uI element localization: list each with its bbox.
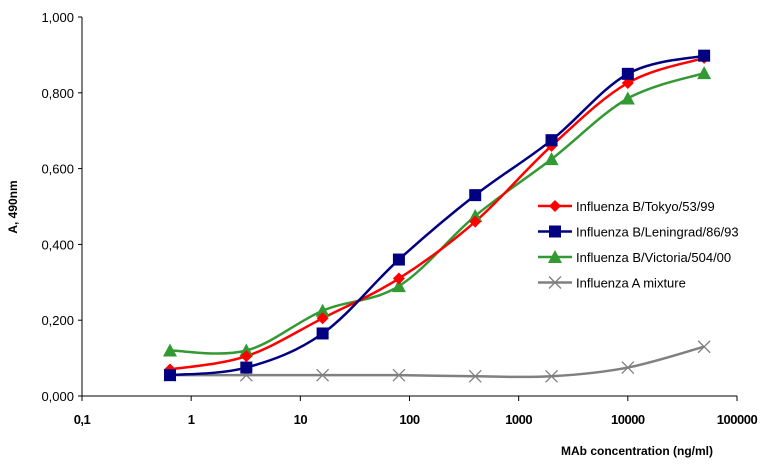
legend-label: Influenza B/Tokyo/53/99 <box>576 199 715 214</box>
data-point-triangle <box>163 343 178 357</box>
data-point-diamond <box>316 312 329 325</box>
legend-item: Influenza B/Tokyo/53/99 <box>538 199 715 214</box>
series-line-diamond <box>169 56 705 371</box>
data-point-diamond <box>469 215 482 228</box>
data-point-x <box>697 340 711 354</box>
data-point-diamond <box>240 350 253 363</box>
data-point-x <box>316 368 330 382</box>
data-point-square <box>164 369 177 382</box>
data-point-square <box>545 134 558 147</box>
legend-marker-x <box>548 276 562 289</box>
legend-item: Influenza B/Leningrad/86/93 <box>538 225 739 240</box>
data-point-triangle <box>315 303 330 317</box>
y-tick-label: 0,600 <box>41 162 74 177</box>
y-tick-label: 1,000 <box>41 10 74 25</box>
data-point-triangle <box>620 91 635 105</box>
data-point-square <box>316 327 329 340</box>
x-axis-title: MAb concentration (ng/ml) <box>561 444 713 458</box>
data-point-x <box>621 361 635 375</box>
x-tick-label: 1 <box>188 412 195 427</box>
data-point-square <box>469 189 482 202</box>
x-marker-stroke <box>545 369 558 383</box>
x-marker-stroke <box>697 340 711 354</box>
data-point-triangle <box>391 279 406 293</box>
data-point-triangle <box>544 152 559 166</box>
legend-item: Influenza B/Victoria/504/00 <box>538 250 731 265</box>
x-marker-stroke <box>316 368 330 382</box>
data-point-square <box>240 361 253 374</box>
axes: 0,000 0,200 0,400 0,600 0,800 1,000 0,1 1 10 100 1… <box>41 10 758 427</box>
y-tick-label: 0,400 <box>41 237 74 252</box>
data-point-square <box>621 67 634 80</box>
x-tick-label: 100000 <box>717 412 758 427</box>
x-tick-label: 100 <box>399 412 419 427</box>
x-marker-stroke <box>621 361 635 375</box>
data-point-triangle <box>697 66 712 80</box>
legend-label: Influenza B/Leningrad/86/93 <box>576 225 739 240</box>
y-tick-label: 0,000 <box>41 389 74 404</box>
legend-item: Influenza A mixture <box>538 276 686 291</box>
legend-marker-triangle <box>548 250 562 263</box>
series-markers <box>163 49 712 383</box>
data-point-diamond <box>621 76 634 89</box>
series-line-x <box>170 345 705 379</box>
data-point-x <box>468 369 482 383</box>
x-tick-label: 1000 <box>505 412 532 427</box>
x-marker-stroke <box>548 276 562 289</box>
data-point-triangle <box>239 343 254 357</box>
x-marker-stroke <box>392 368 406 382</box>
y-axis-title: A, 490nm <box>6 180 20 233</box>
series-line-square <box>169 54 705 377</box>
x-tick-label: 0,1 <box>74 412 91 427</box>
data-point-x <box>545 369 558 383</box>
y-tick-label: 0,800 <box>41 86 74 101</box>
data-point-x <box>392 368 406 382</box>
y-tick-label: 0,200 <box>41 313 74 328</box>
legend-label: Influenza B/Victoria/504/00 <box>576 250 731 265</box>
data-point-square <box>698 49 711 62</box>
data-point-square <box>392 253 405 266</box>
data-point-diamond <box>392 272 405 285</box>
data-point-triangle <box>468 208 483 222</box>
x-marker-stroke <box>468 369 482 383</box>
legend-marker-diamond <box>549 200 561 212</box>
x-tick-label: 10 <box>294 412 308 427</box>
legend: Influenza B/Tokyo/53/99 Influenza B/Lenin… <box>538 199 739 291</box>
series-lines <box>169 54 705 379</box>
legend-marker-square <box>549 225 561 238</box>
x-tick-label: 10000 <box>611 412 645 427</box>
legend-label: Influenza A mixture <box>576 276 686 291</box>
